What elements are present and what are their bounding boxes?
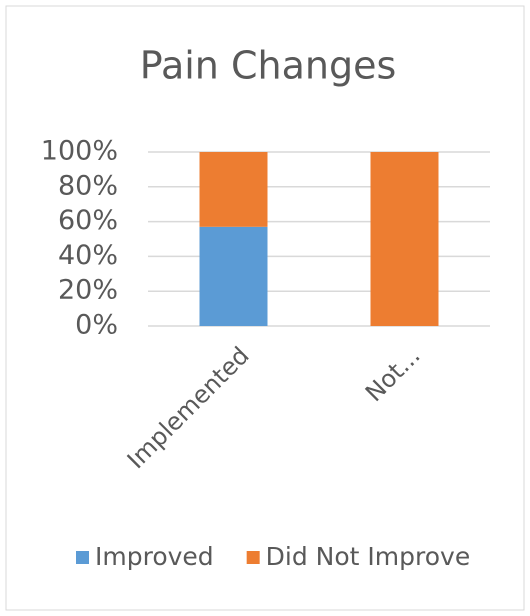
chart-title: Pain Changes <box>140 44 397 88</box>
legend-label: Did Not Improve <box>266 542 471 571</box>
legend-swatch <box>246 551 260 564</box>
y-tick-label: 0% <box>75 310 118 341</box>
y-tick-label: 100% <box>41 136 118 167</box>
bar-segment <box>199 226 268 326</box>
bar-segment <box>370 152 439 326</box>
y-tick-label: 40% <box>58 240 118 271</box>
bar-segment <box>199 152 268 227</box>
y-tick-label: 80% <box>58 170 118 201</box>
legend-swatch <box>76 551 89 564</box>
y-tick-label: 60% <box>58 205 118 236</box>
y-tick-label: 20% <box>58 275 118 306</box>
legend-label: Improved <box>95 542 214 571</box>
